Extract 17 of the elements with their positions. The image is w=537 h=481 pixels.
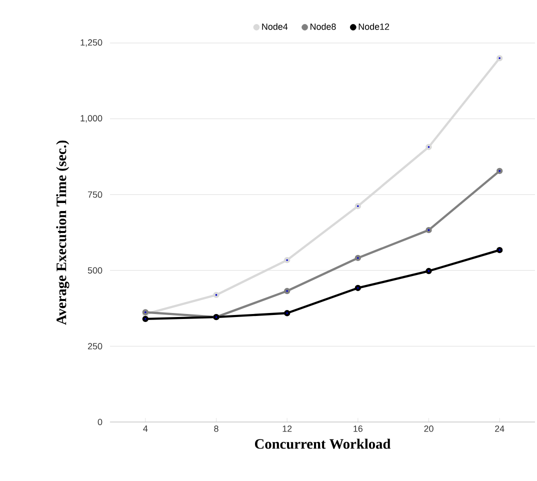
y-axis-title: Average Execution Time (sec.)	[56, 140, 70, 325]
x-tick-label: 4	[143, 426, 148, 432]
y-tick-label: 250	[88, 343, 102, 350]
x-tick-label: 12	[282, 426, 292, 432]
y-tick-label: 1,250	[80, 39, 102, 47]
x-axis-title: Concurrent Workload	[254, 438, 391, 449]
x-tick-label: 16	[354, 426, 363, 432]
y-tick-label: 500	[88, 267, 102, 274]
y-tick-label: 0	[98, 418, 102, 426]
y-tick-label: 1,000	[80, 115, 102, 122]
legend-label: Node8	[310, 23, 336, 30]
y-tick-label: 750	[88, 191, 102, 198]
legend-label: Node4	[262, 23, 288, 30]
x-tick-label: 24	[495, 426, 504, 432]
x-tick-label: 20	[424, 426, 434, 432]
x-tick-label: 8	[214, 426, 218, 432]
legend-label: Node12	[358, 23, 390, 30]
